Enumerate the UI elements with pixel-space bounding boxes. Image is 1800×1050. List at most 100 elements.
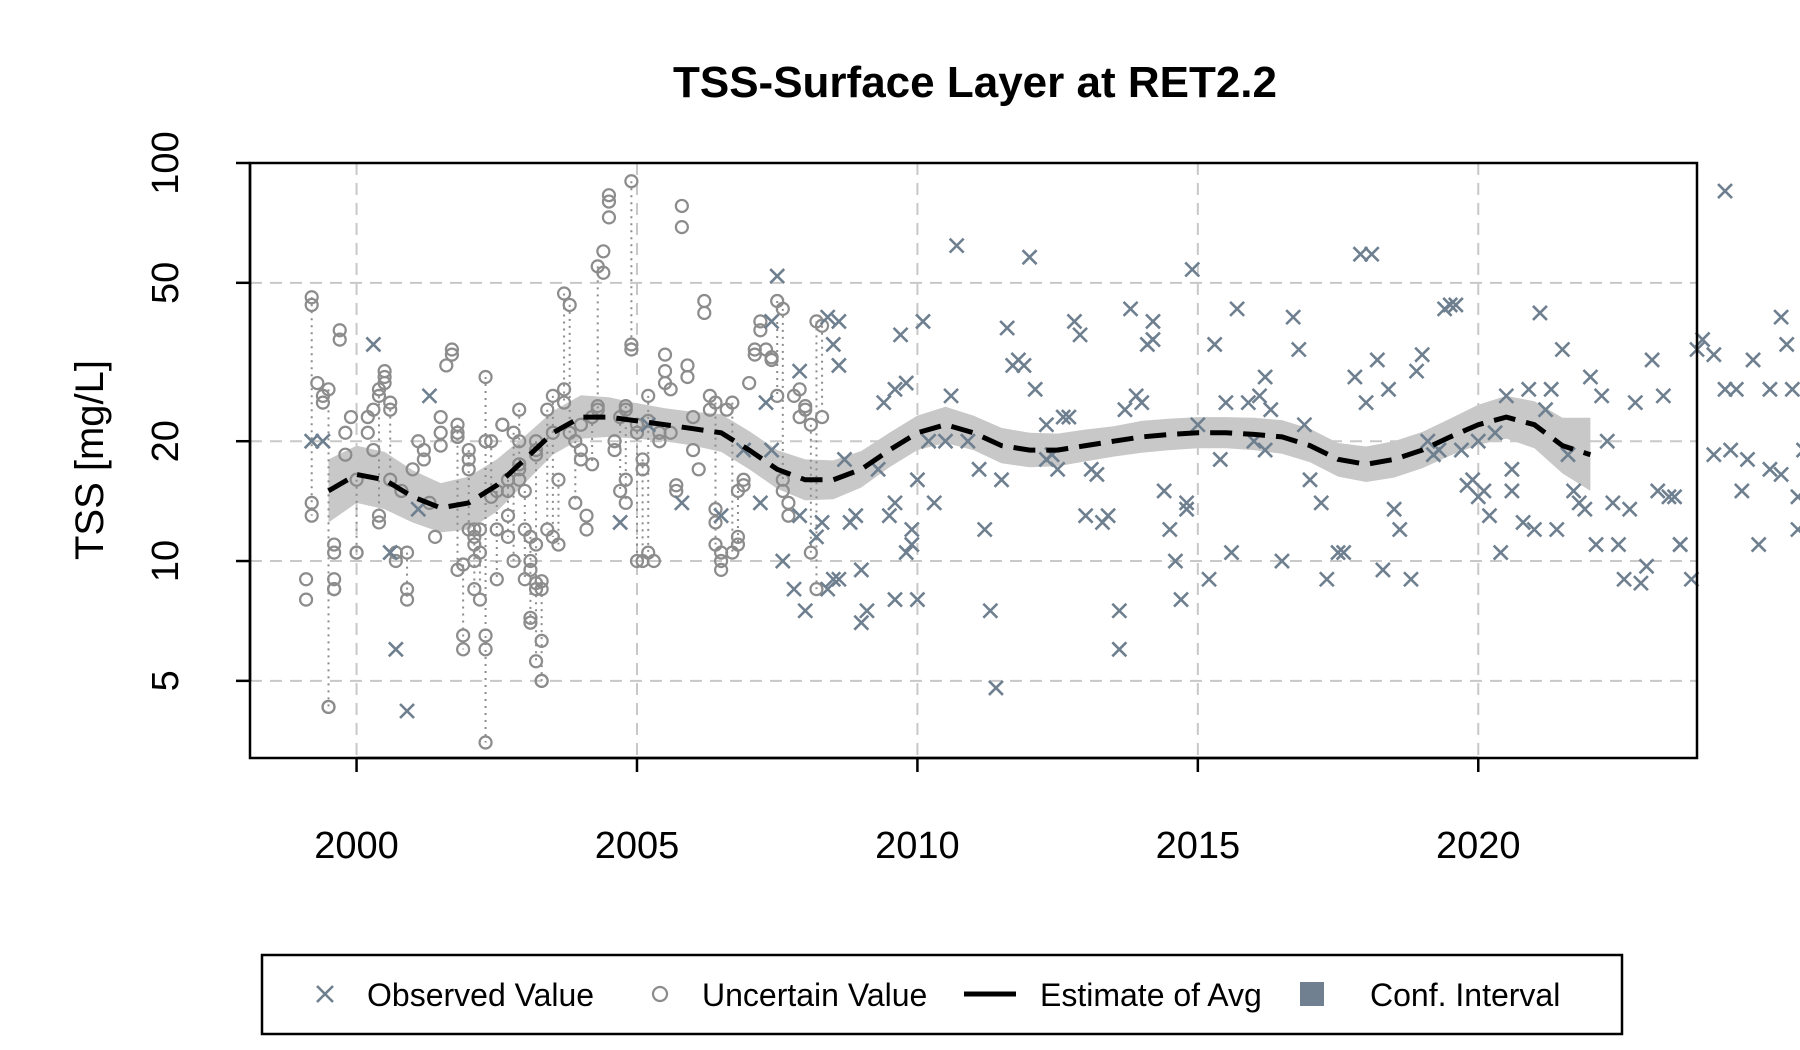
observed-value-point [1133,394,1150,411]
observed-value-point [1167,553,1184,569]
observed-value-point [1111,641,1128,658]
observed-value-point [1784,381,1800,398]
observed-value-point [1537,401,1554,418]
observed-value-point [1223,544,1240,561]
uncertain-value-point [742,375,757,391]
uncertain-value-point [629,425,645,440]
observed-value-point [763,313,780,330]
observed-value-point [926,494,943,511]
observed-value-point [1145,331,1161,348]
uncertain-value-point [338,447,353,462]
uncertain-value-point [792,382,807,397]
legend: Observed Value Uncertain Value Estimate of… [260,953,1624,1036]
observed-value-point [1369,352,1386,368]
uncertain-value-point [506,553,521,569]
uncertain-value-point [298,592,314,607]
observed-value-point [1066,313,1083,330]
uncertain-value-point [489,522,504,537]
uncertain-value-point [669,478,684,493]
observed-value-point [303,433,320,450]
observed-value-point [1403,571,1419,588]
observed-value-point [959,433,976,450]
uncertain-value-point [708,515,723,530]
observed-value-point [1122,300,1139,317]
observed-value-point [1189,416,1206,433]
observed-value-point [1661,488,1677,505]
uncertain-value-point [371,388,387,403]
observed-value-point [1442,296,1459,313]
uncertain-value-point [399,592,415,607]
observed-value-point [1728,381,1745,398]
observed-value-point [1515,514,1532,531]
uncertain-value-point [304,495,319,510]
uncertain-value-point [708,395,723,410]
observed-value-point [830,571,847,588]
observed-value-point [1705,346,1722,363]
observed-value-point [1588,536,1604,553]
observed-value-point [1739,451,1756,468]
uncertain-value-point [427,529,443,544]
observed-value-point [1655,387,1672,404]
observed-value-point [1717,381,1733,398]
y-tick-label: 50 [145,262,187,304]
observed-value-point [1201,571,1217,588]
observed-value-point [752,494,769,511]
observed-value-point [1251,387,1268,404]
observed-value-point [1733,483,1750,499]
observed-value-point [791,507,808,524]
uncertain-value-point [674,198,689,214]
uncertain-value-point [534,673,549,688]
uncertain-value-point [371,508,387,523]
observed-value-point [1773,466,1790,483]
observed-value-point [1616,571,1633,588]
observed-value-point [870,461,887,478]
uncertain-value-point [399,545,415,560]
observed-value-point [853,561,870,578]
uncertain-value-point [814,318,830,333]
observed-value-point [410,501,427,518]
uncertain-value-point [467,582,482,597]
uncertain-value-point [607,442,622,458]
observed-value-point [971,461,988,478]
observed-value-point [1386,501,1403,518]
uncertain-value-point [579,522,594,537]
observed-value-point [1526,521,1543,538]
uncertain-value-point [467,522,482,537]
uncertain-value-point [456,628,471,643]
observed-value-point [1548,521,1565,538]
observed-value-point [1795,442,1800,458]
uncertain-value-point [433,409,448,425]
uncertain-value-point [523,553,538,569]
x-tick-label: 2000 [314,825,399,867]
uncertain-value-point [685,442,701,458]
uncertain-value-point [753,314,768,329]
uncertain-value-point [646,553,661,569]
observed-value-point [1414,346,1431,363]
legend-label: Observed Value [367,977,594,1013]
observed-value-point [881,507,898,524]
observed-value-point [1391,521,1408,538]
legend-observed-icon [316,985,334,1003]
observed-value-point [937,433,954,450]
uncertain-value-point [517,483,532,499]
uncertain-value-point [545,388,560,403]
observed-value-point [1487,424,1504,441]
observed-value-point [797,602,814,619]
uncertain-value-point [697,305,712,321]
observed-value-point [1638,558,1655,575]
uncertain-value-point [556,395,572,410]
uncertain-value-point [298,572,314,587]
y-tick-label: 10 [145,540,187,582]
observed-value-point [948,237,965,254]
observed-value-point [713,507,730,524]
uncertain-value-point [775,301,790,316]
observed-value-point [814,514,830,531]
uncertain-value-point [652,434,667,449]
observed-value-point [920,433,937,450]
observed-value-point [976,521,993,538]
uncertain-value-point [500,483,516,499]
uncertain-value-point [562,297,577,313]
uncertain-value-point [585,457,600,472]
uncertain-value-point [478,642,493,657]
observed-value-point [909,471,926,488]
